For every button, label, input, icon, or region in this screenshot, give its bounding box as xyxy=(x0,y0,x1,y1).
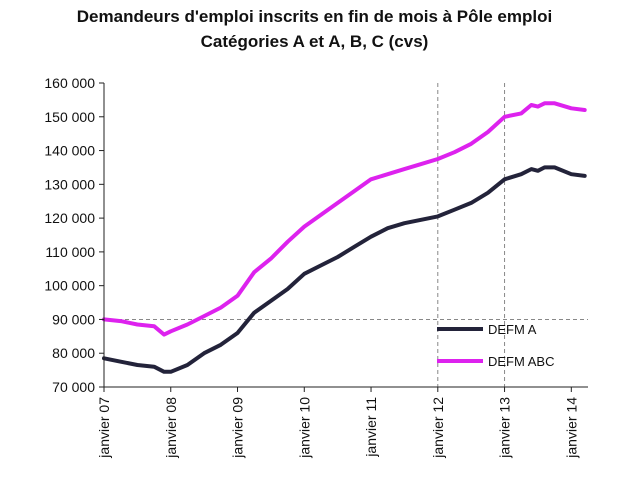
grid-layer xyxy=(104,83,588,387)
x-tick-label: janvier 14 xyxy=(563,397,579,459)
y-tick-label: 110 000 xyxy=(45,244,95,260)
series-line-defm-abc xyxy=(102,101,587,337)
legend-label: DEFM A xyxy=(488,322,537,337)
x-tick-label: janvier 13 xyxy=(497,397,513,459)
legend: DEFM A DEFM ABC xyxy=(437,322,554,369)
y-tick-label: 90 000 xyxy=(52,311,95,327)
x-tick-label: janvier 07 xyxy=(96,397,112,459)
y-tick-label: 160 000 xyxy=(44,75,95,91)
legend-label: DEFM ABC xyxy=(488,354,554,369)
y-ticks: 70 000 80 000 90 000 100 000 110 000 120 000 1… xyxy=(44,75,104,395)
y-tick-label: 130 000 xyxy=(44,176,95,192)
series-line-defm-a xyxy=(102,165,587,374)
y-tick-label: 150 000 xyxy=(44,109,95,125)
x-tick-label: janvier 11 xyxy=(363,397,379,458)
x-ticks: janvier 07 janvier 08 janvier 09 janvier 10… xyxy=(96,387,579,459)
chart-subtitle: Catégories A et A, B, C (cvs) xyxy=(200,32,429,51)
x-tick-label: janvier 10 xyxy=(296,397,312,459)
y-tick-label: 140 000 xyxy=(44,143,95,159)
x-tick-label: janvier 12 xyxy=(430,397,446,459)
y-tick-label: 80 000 xyxy=(52,345,95,361)
chart-title: Demandeurs d'emploi inscrits en fin de m… xyxy=(76,7,553,26)
series-layer xyxy=(102,101,587,374)
y-tick-label: 120 000 xyxy=(44,210,95,226)
chart-title-block: Demandeurs d'emploi inscrits en fin de m… xyxy=(0,4,629,54)
y-tick-label: 70 000 xyxy=(52,379,95,395)
y-tick-label: 100 000 xyxy=(44,278,95,294)
x-tick-label: janvier 08 xyxy=(163,397,179,459)
x-tick-label: janvier 09 xyxy=(230,397,246,459)
